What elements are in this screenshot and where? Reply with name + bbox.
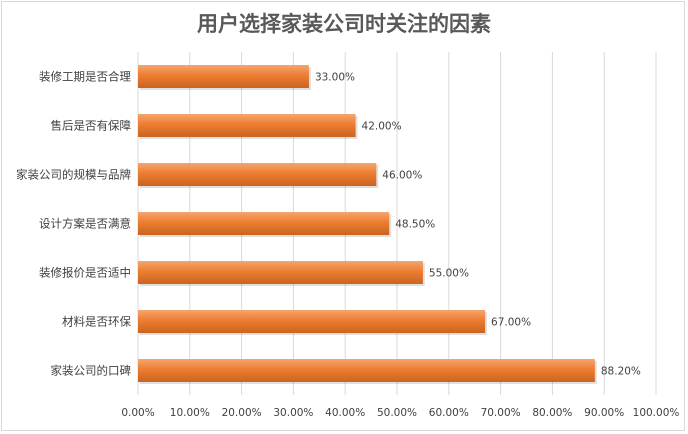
- x-tick-label: 50.00%: [377, 407, 417, 419]
- category-label: 家装公司的规模与品牌: [16, 168, 131, 182]
- x-tick-label: 90.00%: [584, 407, 624, 419]
- category-label: 材料是否环保: [62, 315, 131, 329]
- data-label: 88.20%: [601, 366, 641, 378]
- category-label: 售后是否有保障: [51, 119, 132, 133]
- bars: [138, 65, 597, 384]
- x-tick-label: 0.00%: [121, 407, 154, 419]
- grid-lines: [137, 52, 657, 395]
- data-label: 33.00%: [315, 72, 355, 84]
- chart-title: 用户选择家装公司时关注的因素: [197, 11, 491, 36]
- bar: [138, 163, 377, 186]
- bar: [138, 65, 309, 88]
- x-tick-label: 70.00%: [481, 407, 521, 419]
- x-axis-tick-labels: 0.00% 10.00% 20.00% 30.00% 40.00% 50.00% 60.00…: [121, 407, 679, 419]
- x-tick-label: 80.00%: [532, 407, 572, 419]
- bar: [138, 261, 423, 284]
- category-labels: 装修工期是否合理售后是否有保障家装公司的规模与品牌设计方案是否满意装修报价是否适…: [16, 70, 131, 378]
- data-label: 42.00%: [362, 121, 402, 133]
- x-tick-label: 100.00%: [633, 407, 680, 419]
- bar: [138, 310, 486, 333]
- x-tick-label: 30.00%: [273, 407, 313, 419]
- bar: [138, 359, 595, 382]
- category-label: 装修报价是否适中: [39, 266, 131, 280]
- data-labels: 33.00% 42.00% 46.00% 48.50% 55.00% 67.00% 88.2…: [315, 72, 641, 378]
- x-tick-label: 20.00%: [222, 407, 262, 419]
- data-label: 67.00%: [491, 317, 531, 329]
- x-tick-label: 10.00%: [170, 407, 210, 419]
- data-label: 55.00%: [429, 268, 469, 280]
- bar: [138, 114, 356, 137]
- category-label: 装修工期是否合理: [39, 70, 131, 84]
- bar: [138, 212, 390, 235]
- data-label: 48.50%: [395, 219, 435, 231]
- data-label: 46.00%: [382, 170, 422, 182]
- x-tick-label: 40.00%: [325, 407, 365, 419]
- category-label: 设计方案是否满意: [39, 217, 131, 231]
- category-label: 家装公司的口碑: [51, 364, 132, 378]
- x-tick-label: 60.00%: [429, 407, 469, 419]
